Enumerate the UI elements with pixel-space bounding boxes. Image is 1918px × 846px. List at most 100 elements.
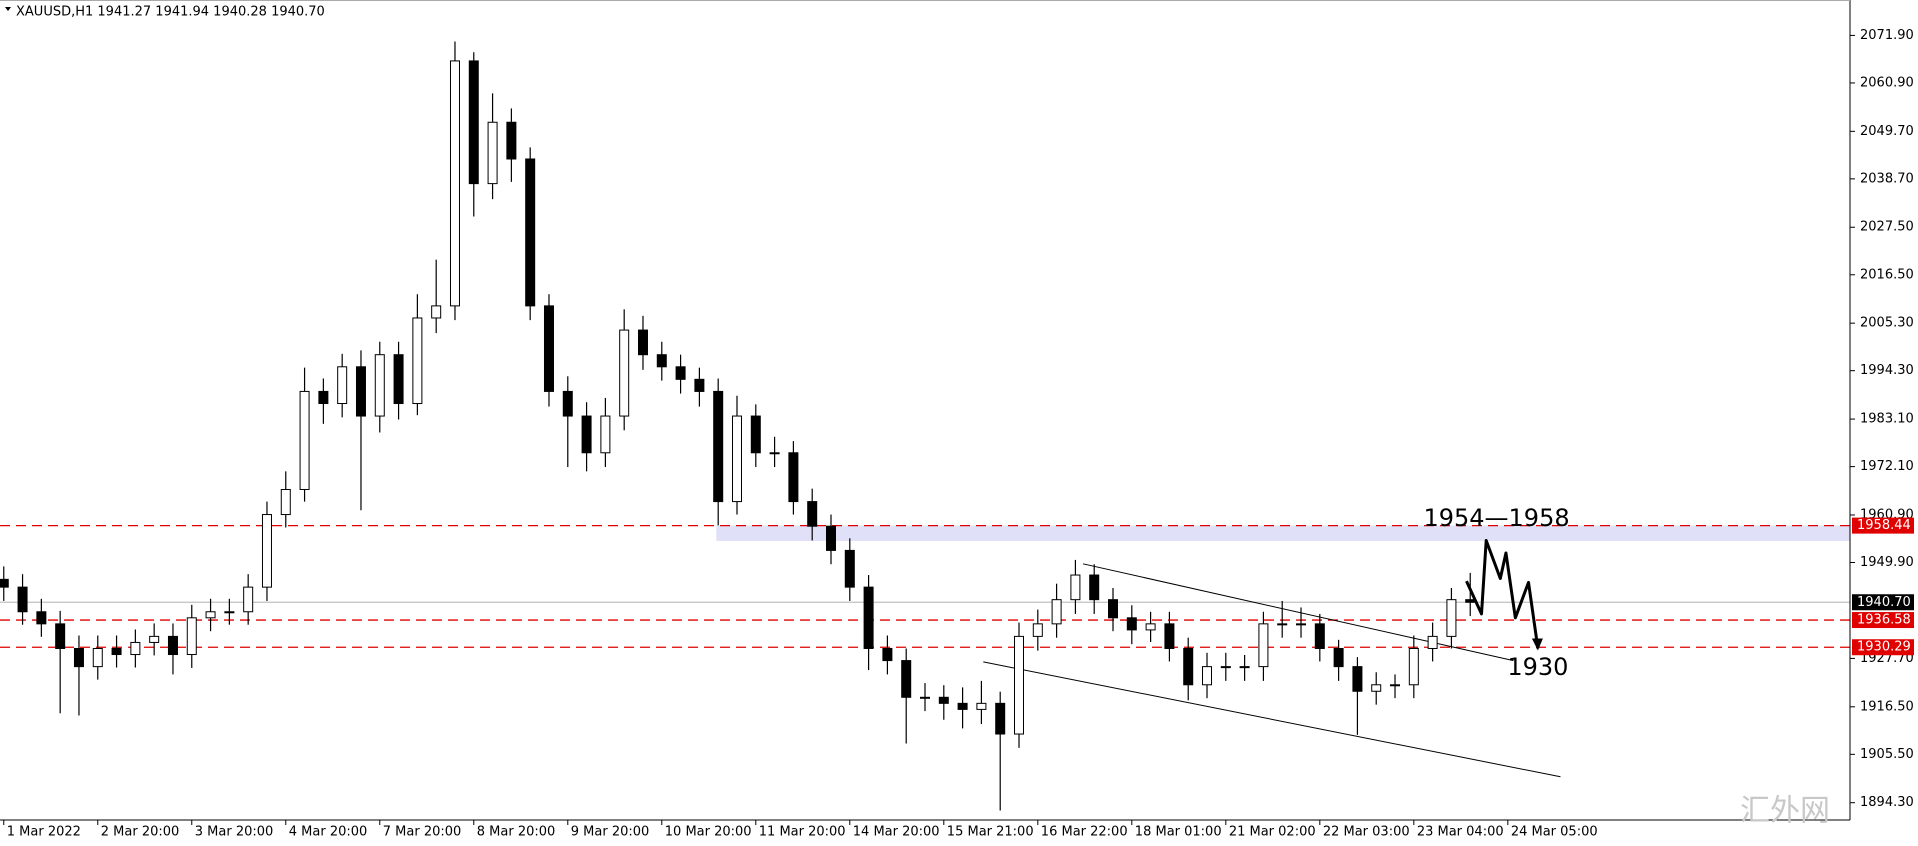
x-tick-label: 14 Mar 20:00: [853, 825, 940, 840]
x-tick-label: 15 Mar 21:00: [947, 825, 1034, 840]
candle-body: [1258, 623, 1269, 668]
x-tick-label: 10 Mar 20:00: [665, 825, 752, 840]
candle-body: [36, 611, 47, 625]
candle-body: [713, 390, 724, 503]
y-tick-label: 1905.50: [1860, 747, 1914, 762]
candle-body: [1277, 623, 1288, 626]
candle-body: [130, 641, 141, 656]
candle-body: [1296, 623, 1307, 626]
candle-body: [1014, 635, 1025, 735]
candle-body: [92, 647, 103, 668]
candle-body: [1446, 599, 1457, 637]
candle-body: [619, 329, 630, 417]
x-tick-label: 4 Mar 20:00: [289, 825, 368, 840]
y-tick-label: 1894.30: [1860, 795, 1914, 810]
x-tick-label: 7 Mar 20:00: [383, 825, 462, 840]
candle-body: [374, 354, 385, 417]
candle-body: [487, 121, 498, 185]
candle-body: [844, 549, 855, 588]
chart-title: XAUUSD,H1 1941.27 1941.94 1940.28 1940.7…: [16, 5, 325, 20]
candle-body: [1070, 574, 1081, 601]
candle-body: [938, 696, 949, 704]
candle-body: [825, 525, 836, 551]
x-tick-label: 23 Mar 04:00: [1417, 825, 1504, 840]
candle-body: [562, 390, 573, 417]
candle-body: [788, 452, 799, 503]
candle-body: [186, 617, 197, 656]
candle-body: [769, 452, 780, 455]
candle-body: [675, 366, 686, 380]
watermark: 汇外网: [1740, 794, 1830, 829]
candle-body: [1126, 617, 1137, 631]
candle-body: [750, 415, 761, 454]
x-tick-label: 24 Mar 05:00: [1511, 825, 1598, 840]
candle-body: [543, 305, 554, 392]
candle-body: [1108, 599, 1119, 619]
y-tick-label: 2060.90: [1860, 75, 1914, 90]
price-label-box: [1852, 594, 1914, 611]
candle-body: [1427, 635, 1438, 649]
candle-body: [581, 415, 592, 454]
candle-body: [1408, 647, 1419, 686]
x-tick-label: 21 Mar 02:00: [1229, 825, 1316, 840]
y-tick-label: 1916.50: [1860, 699, 1914, 714]
candle-body: [656, 354, 667, 368]
candle-body: [393, 354, 404, 405]
candle-body: [0, 578, 9, 588]
candle-body: [637, 329, 648, 356]
y-tick-label: 2071.90: [1860, 28, 1914, 43]
candle-body: [205, 611, 216, 619]
candle-body: [55, 623, 66, 649]
candle-body: [111, 647, 122, 656]
candle-body: [149, 635, 160, 643]
candle-body: [1164, 623, 1175, 649]
candle-body: [506, 121, 517, 160]
candle-body: [1183, 647, 1194, 686]
x-tick-label: 2 Mar 20:00: [101, 825, 180, 840]
candle-body: [920, 696, 930, 699]
y-tick-label: 1949.90: [1860, 555, 1914, 570]
x-tick-label: 1 Mar 2022: [7, 825, 81, 840]
y-tick-label: 1994.30: [1860, 363, 1914, 378]
candle-body: [355, 366, 366, 417]
candle-body: [17, 586, 28, 613]
candle-body: [1465, 599, 1476, 603]
candle-body: [243, 586, 254, 613]
candle-body: [280, 488, 291, 516]
forecast-path: [1465, 538, 1540, 649]
candle-body: [299, 390, 310, 490]
price-label: 1930.29: [1857, 640, 1911, 655]
candle-body: [1145, 623, 1156, 631]
candle-body: [995, 702, 1006, 735]
candle-body: [901, 660, 912, 698]
annotation: 1954—1958: [1423, 504, 1569, 532]
candle-body: [1371, 684, 1382, 692]
candle-body: [431, 305, 442, 319]
forecast-arrowhead: [1531, 638, 1543, 651]
candle-body: [1220, 666, 1231, 669]
y-tick-label: 2005.30: [1860, 316, 1914, 331]
candle-body: [807, 501, 818, 527]
price-label: 1936.58: [1857, 613, 1911, 628]
price-label-box: [1852, 639, 1914, 656]
candle-body: [337, 366, 348, 405]
candle-body: [1051, 599, 1062, 625]
candle-body: [731, 415, 742, 503]
candle-body: [1333, 647, 1344, 668]
x-tick-label: 9 Mar 20:00: [571, 825, 650, 840]
candle-body: [863, 586, 874, 649]
candle-body: [1314, 623, 1325, 649]
price-label: 1940.70: [1857, 595, 1911, 610]
y-tick-label: 2049.70: [1860, 124, 1914, 139]
candle-body: [1202, 666, 1213, 686]
x-tick-label: 16 Mar 22:00: [1041, 825, 1128, 840]
candle-body: [468, 60, 479, 185]
candle-body: [525, 158, 536, 307]
candle-body: [957, 702, 968, 710]
candle-body: [167, 635, 178, 656]
x-tick-label: 8 Mar 20:00: [477, 825, 556, 840]
price-label: 1958.44: [1857, 518, 1911, 533]
candle-body: [694, 378, 705, 392]
